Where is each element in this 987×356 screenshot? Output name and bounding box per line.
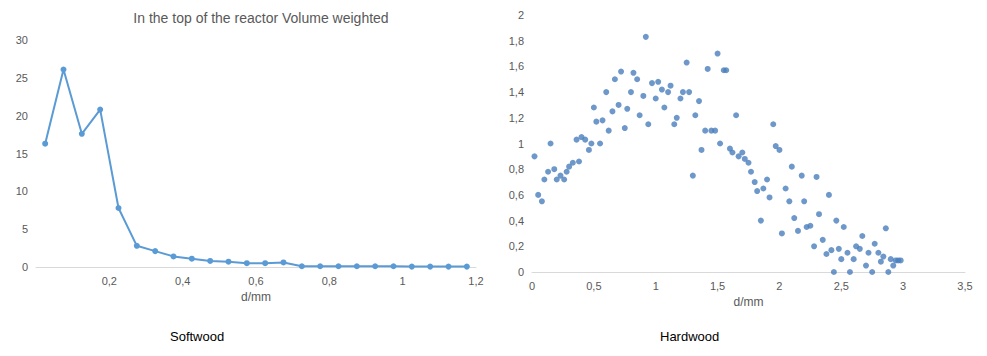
svg-text:Hardwood: Hardwood [660, 329, 719, 344]
svg-text:0,6: 0,6 [509, 189, 524, 201]
svg-text:2: 2 [518, 9, 524, 21]
svg-text:1,5: 1,5 [710, 280, 725, 292]
svg-text:30: 30 [16, 34, 28, 46]
svg-text:1,6: 1,6 [509, 60, 524, 72]
svg-text:1: 1 [653, 280, 659, 292]
svg-text:0,5: 0,5 [586, 280, 601, 292]
svg-text:0,2: 0,2 [509, 240, 524, 252]
svg-text:0,8: 0,8 [322, 275, 337, 287]
svg-text:0: 0 [22, 261, 28, 273]
svg-text:0,8: 0,8 [509, 163, 524, 175]
svg-text:15: 15 [16, 148, 28, 160]
svg-text:25: 25 [16, 72, 28, 84]
svg-text:1: 1 [400, 275, 406, 287]
svg-text:0: 0 [529, 280, 535, 292]
svg-text:In the top of the reactor Volu: In the top of the reactor Volume weighte… [133, 10, 388, 26]
svg-text:1,2: 1,2 [468, 275, 483, 287]
svg-text:2,5: 2,5 [834, 280, 849, 292]
svg-text:0,2: 0,2 [102, 275, 117, 287]
svg-text:0,6: 0,6 [248, 275, 263, 287]
svg-text:3: 3 [900, 280, 906, 292]
svg-text:2: 2 [776, 280, 782, 292]
svg-text:0,4: 0,4 [509, 215, 524, 227]
svg-text:d/mm: d/mm [241, 290, 271, 304]
svg-text:0,4: 0,4 [175, 275, 190, 287]
svg-text:1: 1 [518, 138, 524, 150]
svg-text:Softwood: Softwood [170, 329, 224, 344]
svg-text:5: 5 [22, 223, 28, 235]
svg-text:1,2: 1,2 [509, 112, 524, 124]
svg-text:20: 20 [16, 110, 28, 122]
svg-text:0: 0 [518, 266, 524, 278]
svg-text:3,5: 3,5 [957, 280, 972, 292]
svg-text:1,4: 1,4 [509, 86, 524, 98]
svg-text:1,8: 1,8 [509, 35, 524, 47]
svg-text:d/mm: d/mm [734, 295, 764, 309]
svg-text:10: 10 [16, 185, 28, 197]
